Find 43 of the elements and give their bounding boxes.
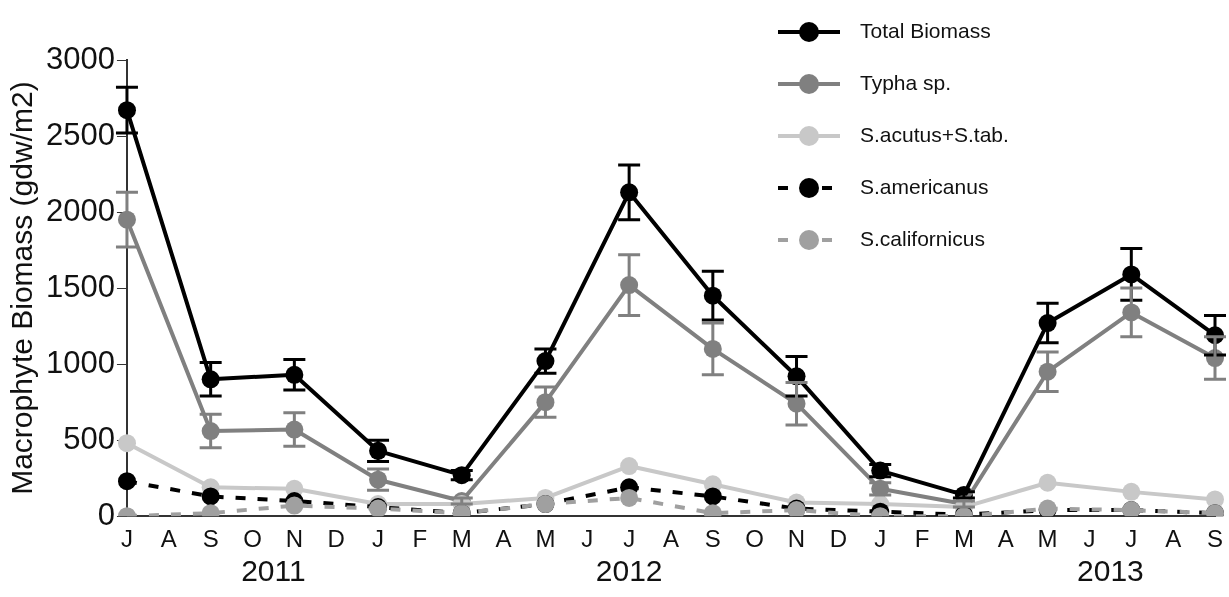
- x-tick-label: A: [662, 525, 679, 553]
- x-tick-label: J: [874, 525, 887, 553]
- y-tick-label: 2500: [45, 116, 115, 152]
- x-tick-label: J: [120, 525, 133, 553]
- x-tick-label: A: [1165, 525, 1182, 553]
- legend-label: S.americanus: [860, 174, 989, 198]
- x-tick-label: J: [581, 525, 594, 553]
- text: 2011: [241, 554, 306, 588]
- legend-label: Total Biomass: [860, 18, 991, 42]
- y-axis-title: Macrophyte Biomass (gdw/m2): [5, 81, 39, 495]
- x-tick-label: O: [243, 525, 262, 553]
- legend-label: S.acutus+S.tab.: [860, 122, 1009, 146]
- y-tick-label: 1500: [45, 268, 115, 304]
- y-tick-label: 500: [63, 420, 115, 456]
- y-tick-label: 3000: [45, 40, 115, 76]
- x-tick-label: S: [704, 525, 721, 553]
- x-tick-label: A: [160, 525, 177, 553]
- x-tick-label: J: [1125, 525, 1138, 553]
- x-tick-label: S: [202, 525, 219, 553]
- x-tick-label: J: [623, 525, 636, 553]
- x-tick-label: M: [451, 525, 472, 553]
- text: 2012: [595, 554, 663, 588]
- y-tick-label: 2000: [45, 192, 115, 228]
- x-tick-label: J: [1083, 525, 1096, 553]
- x-tick-label: M: [535, 525, 556, 553]
- legend-label: Typha sp.: [860, 70, 952, 94]
- x-tick-label: A: [997, 525, 1014, 553]
- x-tick-label: D: [327, 525, 345, 553]
- y-tick-label: 0: [97, 496, 115, 532]
- x-tick-label: N: [285, 525, 304, 553]
- x-tick-label: M: [1037, 525, 1058, 553]
- x-tick-label: N: [787, 525, 806, 553]
- y-tick-label: 1000: [45, 344, 115, 380]
- x-tick-label: F: [412, 525, 428, 553]
- x-tick-label: M: [953, 525, 974, 553]
- x-tick-label: F: [914, 525, 930, 553]
- legend-label: S.californicus: [860, 226, 985, 250]
- x-tick-label: J: [372, 525, 385, 553]
- x-tick-label: D: [829, 525, 848, 553]
- x-tick-label: O: [745, 525, 765, 553]
- text: 2013: [1077, 554, 1144, 588]
- x-tick-label: S: [1206, 525, 1224, 553]
- x-tick-label: A: [495, 525, 512, 553]
